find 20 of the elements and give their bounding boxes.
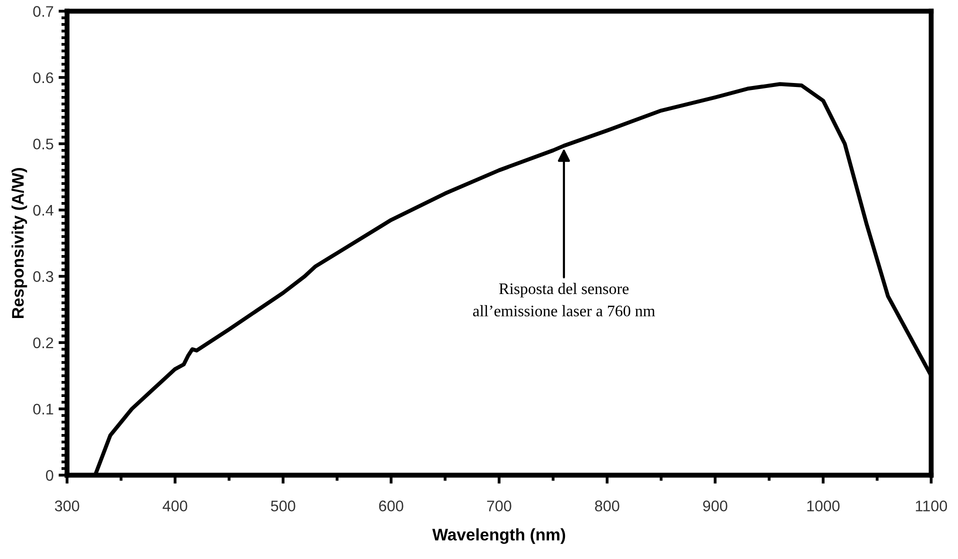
y-axis-title: Responsivity (A/W) — [12, 168, 28, 318]
y-tick-label: 0 — [46, 470, 54, 481]
y-tick-label: 0.2 — [33, 337, 54, 348]
y-tick-label: 0.1 — [33, 404, 54, 415]
x-tick-label: 400 — [162, 500, 188, 512]
x-tick-label: 800 — [595, 500, 620, 512]
y-tick-label: 0.5 — [33, 138, 54, 150]
x-tick-label: 1100 — [916, 500, 948, 512]
x-tick-label: 600 — [379, 500, 404, 512]
y-tick-label: 0.3 — [33, 271, 54, 282]
x-axis-title: Wavelength (nm) — [432, 528, 566, 544]
y-tick-label: 0.6 — [33, 72, 54, 84]
x-tick-label: 300 — [54, 500, 80, 512]
x-tick-label: 900 — [703, 500, 728, 512]
x-tick-label: 500 — [270, 500, 296, 512]
y-tick-label: 0.4 — [33, 204, 54, 216]
annotation: Risposta del sensore all’emissione laser a 760 nm — [473, 282, 656, 316]
y-tick-label: 0.7 — [33, 6, 54, 17]
x-tick-label: 1000 — [807, 500, 840, 512]
x-tick-label: 700 — [487, 500, 512, 512]
